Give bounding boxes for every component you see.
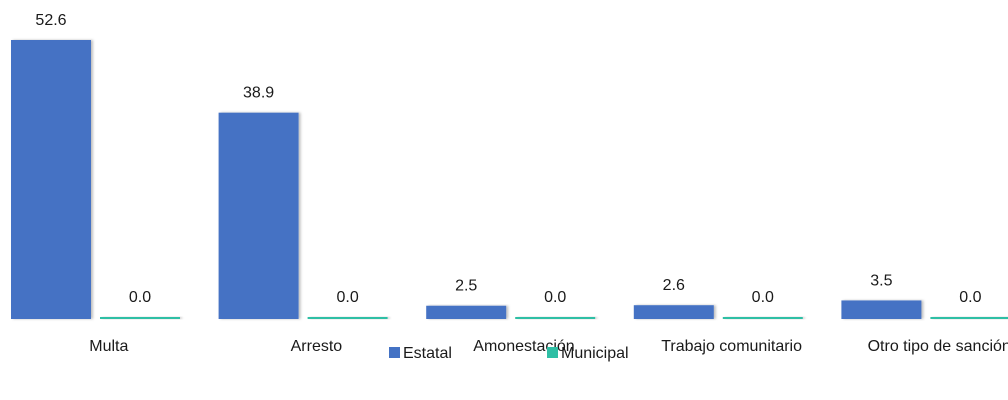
bar-municipal-5: [930, 317, 1008, 319]
category-label-3: Amonestación: [473, 338, 574, 355]
data-label-municipal-5: 0.0: [959, 289, 981, 306]
bars-layer: [11, 40, 1008, 319]
legend: Estatal Municipal: [389, 345, 629, 362]
data-label-estatal-5: 3.5: [870, 272, 892, 289]
legend-swatch-municipal: [547, 347, 558, 358]
bar-estatal-2: [218, 112, 299, 319]
category-label-2: Arresto: [291, 338, 343, 355]
category-label-5: Otro tipo de sanción: [868, 338, 1008, 355]
bar-estatal-5: [841, 300, 922, 319]
bar-estatal-4: [633, 305, 714, 319]
bar-estatal-3: [426, 305, 507, 319]
bar-municipal-2: [307, 317, 388, 319]
data-label-municipal-2: 0.0: [336, 289, 358, 306]
legend-swatch-estatal: [389, 347, 400, 358]
bar-estatal-1: [11, 40, 91, 319]
data-label-municipal-3: 0.0: [544, 289, 566, 306]
legend-label-estatal: Estatal: [403, 345, 452, 362]
data-label-estatal-1: 52.6: [35, 12, 66, 29]
data-label-estatal-4: 2.6: [663, 277, 685, 294]
category-label-4: Trabajo comunitario: [661, 338, 802, 355]
data-label-estatal-3: 2.5: [455, 278, 477, 295]
legend-label-municipal: Municipal: [561, 345, 629, 362]
data-label-municipal-1: 0.0: [129, 289, 151, 306]
category-label-1: Multa: [89, 338, 128, 355]
bar-municipal-4: [722, 317, 803, 319]
data-label-estatal-2: 38.9: [243, 85, 274, 102]
labels-layer: 52.6 0.0 Multa 38.9 0.0 Arresto 2.5 0.0 Amonesta…: [35, 12, 1008, 355]
data-label-municipal-4: 0.0: [752, 289, 774, 306]
bar-municipal-3: [515, 317, 596, 319]
bar-municipal-1: [100, 317, 180, 319]
